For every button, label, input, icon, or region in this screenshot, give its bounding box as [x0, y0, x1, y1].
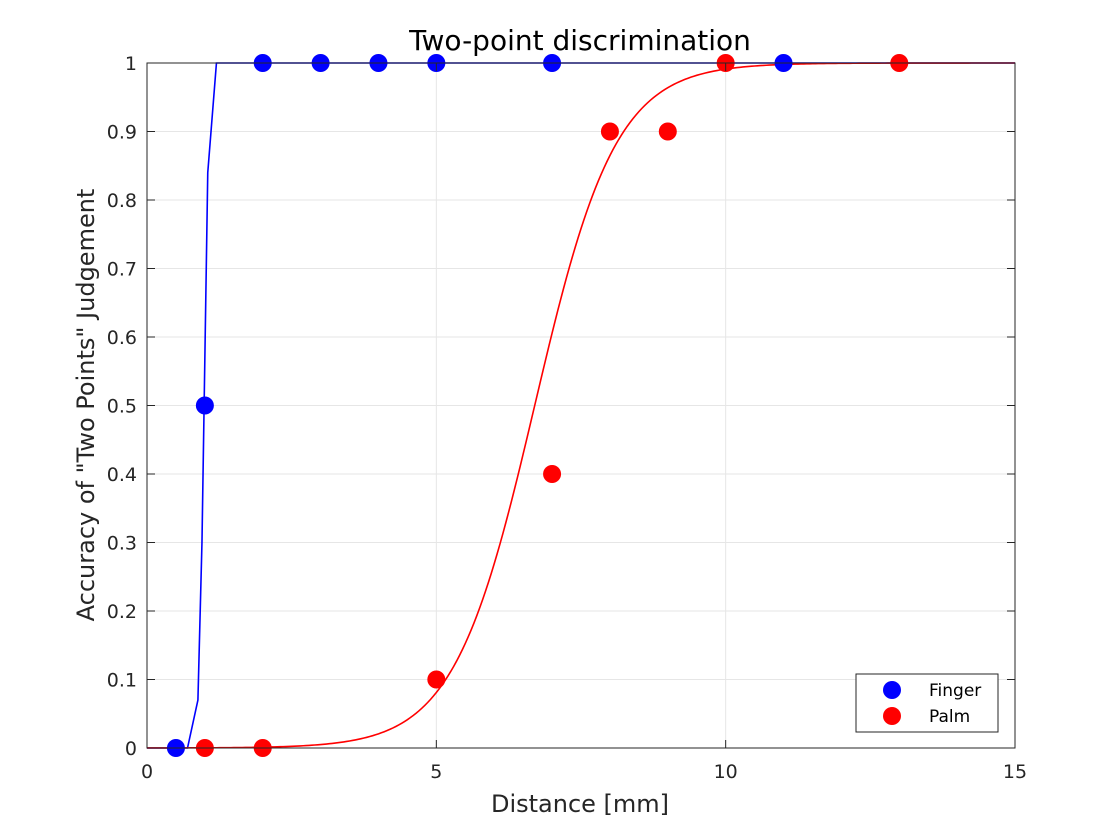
legend-box — [855, 673, 999, 733]
data-points — [166, 54, 909, 757]
data-point-palm — [600, 122, 619, 141]
data-point-palm — [543, 465, 562, 483]
y-tick-label: 0.7 — [107, 259, 137, 281]
data-point-finger — [195, 396, 214, 415]
data-point-palm — [658, 122, 677, 141]
y-tick-label: 0.4 — [107, 464, 137, 486]
legend[interactable]: Finger Palm — [855, 673, 999, 733]
y-tick-label: 0.1 — [107, 670, 137, 692]
legend-label-palm: Palm — [929, 707, 970, 727]
x-tick-label: 0 — [141, 761, 153, 783]
y-tick-label: 0.6 — [107, 327, 137, 349]
legend-label-finger: Finger — [929, 681, 981, 701]
y-tick-label: 0.8 — [107, 190, 137, 212]
y-tick-label: 1 — [125, 53, 137, 75]
y-tick-label: 0.2 — [107, 601, 137, 623]
axis-ticks: 0 5 10 15 0 0.1 0.2 0.3 0.4 0.5 0.6 0.7 0.8 0.9 1 — [107, 53, 1027, 783]
y-axis-label: Accuracy of "Two Points" Judgement — [72, 189, 100, 622]
data-point-palm — [427, 670, 446, 689]
y-tick-label: 0.3 — [107, 533, 137, 555]
x-tick-label: 5 — [430, 761, 442, 783]
y-tick-label: 0 — [125, 738, 137, 760]
y-tick-label: 0.9 — [107, 122, 137, 144]
y-tick-label: 0.5 — [107, 396, 137, 418]
chart-title: Two-point discrimination — [408, 24, 751, 57]
legend-marker-palm — [883, 707, 901, 725]
x-tick-label: 10 — [714, 761, 738, 783]
legend-marker-finger — [883, 681, 901, 699]
x-axis-label: Distance [mm] — [491, 790, 669, 818]
x-tick-label: 15 — [1003, 761, 1027, 783]
